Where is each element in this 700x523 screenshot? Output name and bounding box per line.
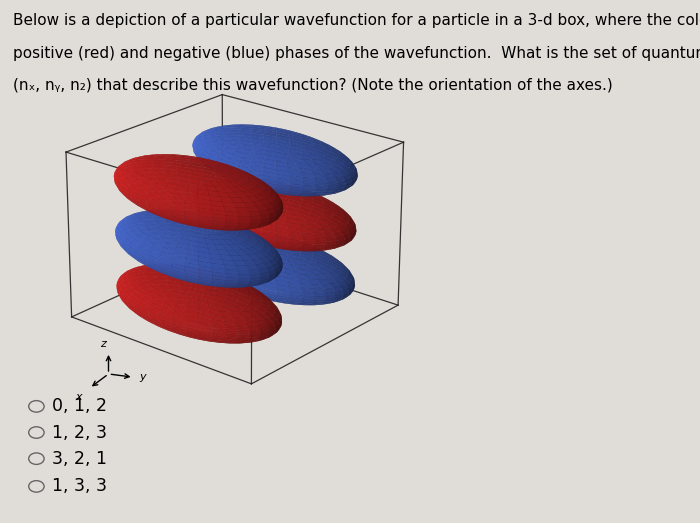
Text: 0, 1, 2: 0, 1, 2 xyxy=(52,397,107,415)
Text: 3, 2, 1: 3, 2, 1 xyxy=(52,450,107,468)
Text: x: x xyxy=(76,392,83,402)
Text: positive (red) and negative (blue) phases of the wavefunction.  What is the set : positive (red) and negative (blue) phase… xyxy=(13,46,700,61)
Text: y: y xyxy=(139,372,146,382)
Text: Below is a depiction of a particular wavefunction for a particle in a 3-d box, w: Below is a depiction of a particular wav… xyxy=(13,13,700,28)
Text: (nₓ, nᵧ, n₂) that describe this wavefunction? (Note the orientation of the axes.: (nₓ, nᵧ, n₂) that describe this wavefunc… xyxy=(13,78,612,93)
Text: 1, 3, 3: 1, 3, 3 xyxy=(52,477,107,495)
Text: z: z xyxy=(100,339,106,349)
Text: 1, 2, 3: 1, 2, 3 xyxy=(52,424,107,441)
